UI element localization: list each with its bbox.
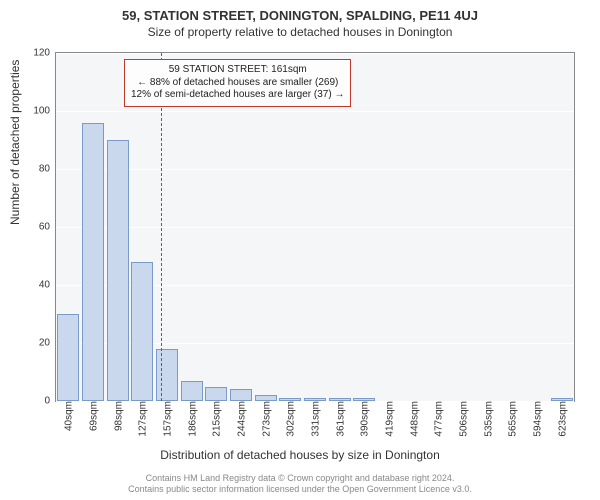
bar — [230, 389, 252, 401]
x-axis-label: Distribution of detached houses by size … — [0, 448, 600, 462]
x-tick-label: 331sqm — [309, 401, 322, 437]
bar — [82, 123, 104, 401]
bar — [131, 262, 153, 401]
bar — [156, 349, 178, 401]
bar — [107, 140, 129, 401]
x-tick-label: 186sqm — [185, 401, 198, 437]
x-tick-label: 98sqm — [111, 401, 124, 431]
gridline — [56, 53, 574, 54]
x-tick-label: 623sqm — [555, 401, 568, 437]
y-tick-label: 120 — [33, 48, 56, 59]
bar — [181, 381, 203, 401]
x-tick-label: 565sqm — [506, 401, 519, 437]
bar — [205, 387, 227, 402]
y-tick-label: 0 — [44, 396, 56, 407]
y-tick-label: 100 — [33, 106, 56, 117]
annotation-line-1: 59 STATION STREET: 161sqm — [131, 64, 344, 77]
y-tick-label: 60 — [39, 222, 56, 233]
y-tick-label: 40 — [39, 280, 56, 291]
page-title: 59, STATION STREET, DONINGTON, SPALDING,… — [0, 0, 600, 23]
y-axis-label: Number of detached properties — [8, 60, 22, 225]
annotation-box: 59 STATION STREET: 161sqm ← 88% of detac… — [124, 59, 351, 107]
y-tick-label: 20 — [39, 338, 56, 349]
chart-container: 59, STATION STREET, DONINGTON, SPALDING,… — [0, 0, 600, 500]
plot-area: 02040608010012040sqm69sqm98sqm127sqm157s… — [55, 52, 575, 402]
footer-line-2: Contains public sector information licen… — [0, 484, 600, 496]
x-tick-label: 273sqm — [259, 401, 272, 437]
bar — [57, 314, 79, 401]
x-tick-label: 69sqm — [87, 401, 100, 431]
x-tick-label: 361sqm — [333, 401, 346, 437]
x-tick-label: 390sqm — [358, 401, 371, 437]
gridline — [56, 227, 574, 228]
x-tick-label: 535sqm — [481, 401, 494, 437]
annotation-line-2: ← 88% of detached houses are smaller (26… — [131, 77, 344, 90]
x-tick-label: 40sqm — [62, 401, 75, 431]
x-tick-label: 448sqm — [407, 401, 420, 437]
page-subtitle: Size of property relative to detached ho… — [0, 23, 600, 43]
footer-line-1: Contains HM Land Registry data © Crown c… — [0, 473, 600, 485]
gridline — [56, 111, 574, 112]
x-tick-label: 127sqm — [136, 401, 149, 437]
x-tick-label: 157sqm — [161, 401, 174, 437]
gridline — [56, 169, 574, 170]
x-tick-label: 419sqm — [383, 401, 396, 437]
x-tick-label: 506sqm — [457, 401, 470, 437]
footer: Contains HM Land Registry data © Crown c… — [0, 473, 600, 496]
x-tick-label: 477sqm — [432, 401, 445, 437]
y-tick-label: 80 — [39, 164, 56, 175]
x-tick-label: 215sqm — [210, 401, 223, 437]
x-tick-label: 594sqm — [531, 401, 544, 437]
annotation-line-3: 12% of semi-detached houses are larger (… — [131, 89, 344, 102]
x-tick-label: 302sqm — [284, 401, 297, 437]
x-tick-label: 244sqm — [235, 401, 248, 437]
